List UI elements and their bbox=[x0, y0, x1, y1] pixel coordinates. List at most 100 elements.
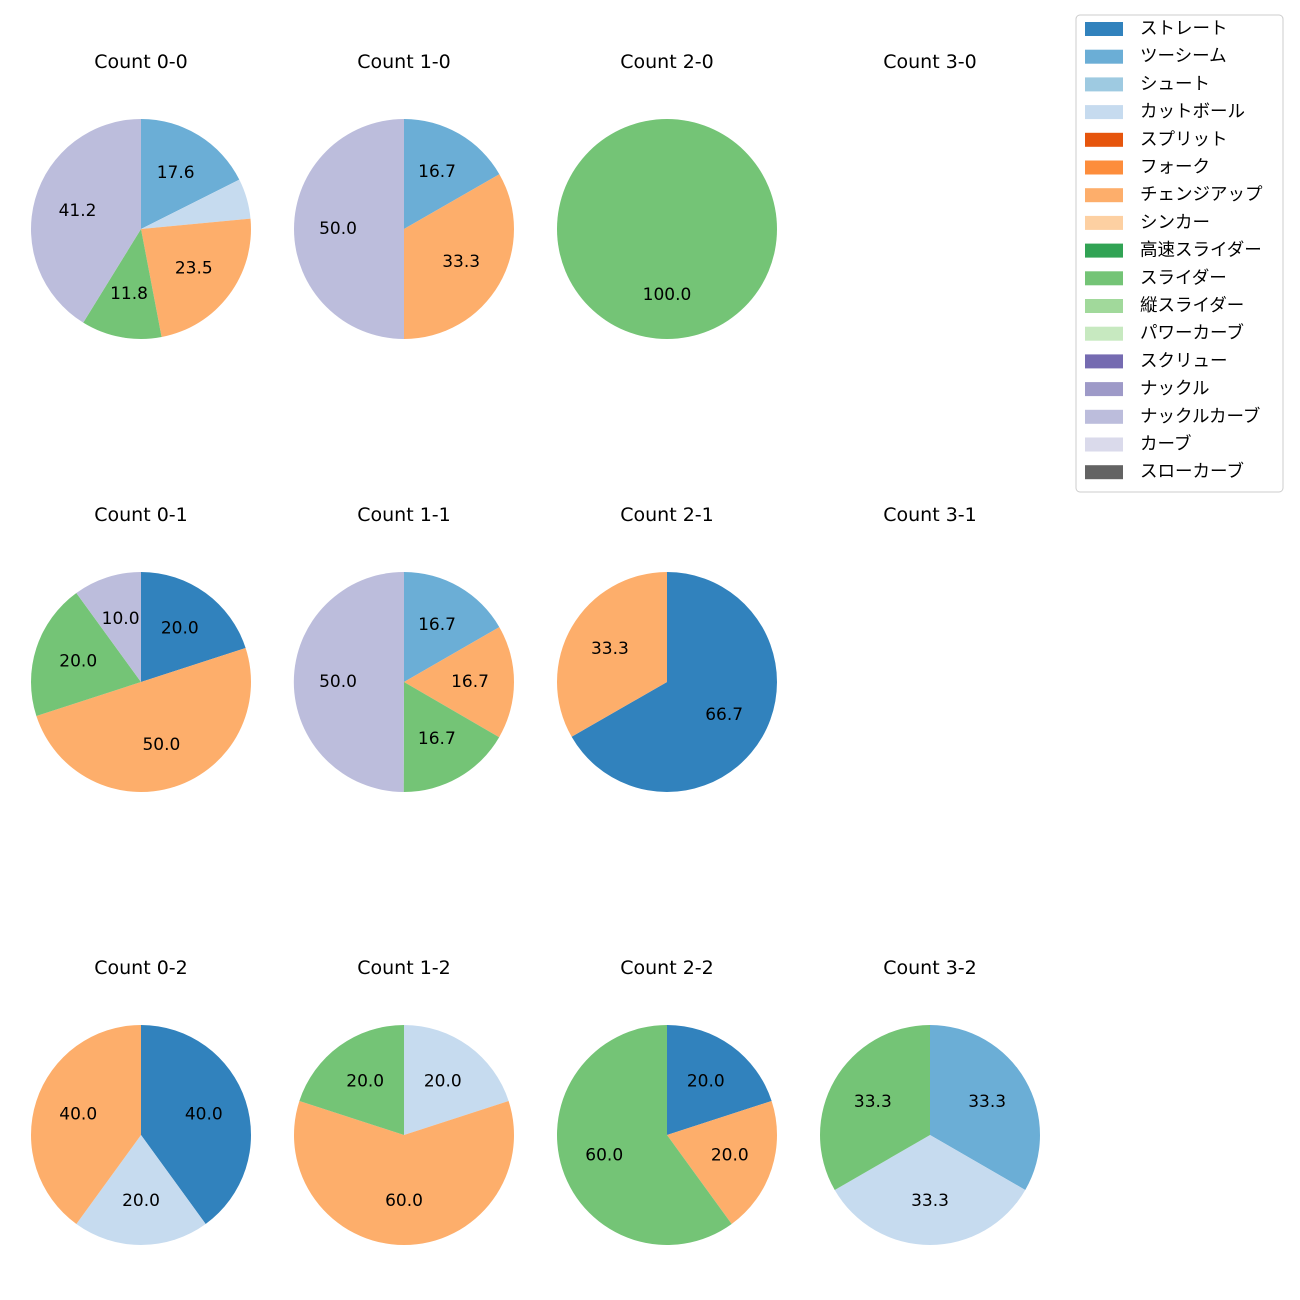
pie-slice bbox=[667, 1025, 772, 1135]
slice-label: 41.2 bbox=[59, 201, 97, 221]
slice-label: 16.7 bbox=[418, 615, 456, 635]
legend-swatch bbox=[1085, 326, 1123, 341]
slice-label: 10.0 bbox=[102, 609, 140, 629]
legend-label: スライダー bbox=[1140, 268, 1227, 288]
legend-swatch bbox=[1085, 22, 1123, 36]
legend-item: スクリュー bbox=[1085, 351, 1228, 371]
slice-label: 20.0 bbox=[161, 619, 199, 639]
pie-12: Count 3-2 33.3 33.3 33.3 bbox=[820, 957, 1040, 1245]
pie-10: Count 1-2 20.0 60.0 20.0 bbox=[293, 957, 514, 1245]
slice-label: 33.3 bbox=[968, 1092, 1006, 1112]
legend-swatch bbox=[1085, 409, 1123, 424]
legend-swatch bbox=[1085, 188, 1123, 203]
slice-label: 100.0 bbox=[643, 285, 692, 305]
legend-item: ツーシーム bbox=[1085, 47, 1227, 67]
pie-slice bbox=[83, 229, 162, 339]
legend-label: チェンジアップ bbox=[1140, 185, 1263, 205]
slice-label: 33.3 bbox=[854, 1092, 892, 1112]
pie-title: Count 0-1 bbox=[94, 504, 188, 526]
legend-label: カーブ bbox=[1140, 434, 1191, 455]
slice-label: 50.0 bbox=[319, 672, 357, 692]
pie-slice bbox=[930, 1025, 1040, 1190]
legend-frame bbox=[1075, 14, 1284, 493]
legend-item: カーブ bbox=[1085, 434, 1191, 455]
slice-label: 17.6 bbox=[157, 163, 195, 183]
pie-slice bbox=[557, 119, 777, 339]
pie-slice bbox=[76, 1135, 206, 1246]
legend-label: スローカーブ bbox=[1140, 461, 1244, 482]
legend-item: ストレート bbox=[1085, 19, 1228, 39]
pie-title: Count 1-1 bbox=[357, 504, 451, 526]
legend-label: ナックル bbox=[1140, 379, 1209, 399]
legend-swatch bbox=[1085, 299, 1123, 313]
pie-slice bbox=[141, 179, 251, 229]
legend-swatch bbox=[1085, 105, 1123, 120]
pie-slice bbox=[667, 1101, 778, 1224]
pie-9: Count 0-2 40.0 20.0 40.0 bbox=[30, 957, 252, 1246]
slice-label: 33.3 bbox=[591, 639, 629, 659]
legend-item: スローカーブ bbox=[1085, 461, 1244, 482]
slice-label: 16.7 bbox=[418, 729, 456, 749]
legend-swatch bbox=[1085, 160, 1123, 175]
legend-swatch bbox=[1085, 382, 1123, 397]
slice-label: 40.0 bbox=[185, 1105, 223, 1125]
pie-7: Count 2-1 66.7 33.3 bbox=[556, 504, 777, 792]
legend-item: 縦スライダー bbox=[1085, 296, 1244, 316]
legend-label: カットボール bbox=[1140, 102, 1245, 122]
legend-swatch bbox=[1085, 215, 1123, 230]
pie-2: Count 1-0 16.7 33.3 50.0 bbox=[294, 51, 515, 339]
pie-slice bbox=[557, 1025, 732, 1245]
slice-label: 50.0 bbox=[319, 219, 357, 239]
pies-layer: Count 0-0 17.6 23.5 11.8 41.2 Count 1-0 16.7 33… bbox=[30, 51, 1040, 1246]
legend-swatch bbox=[1085, 437, 1123, 452]
slice-label: 20.0 bbox=[59, 652, 97, 672]
slice-label: 20.0 bbox=[711, 1145, 749, 1165]
pie-title: Count 2-0 bbox=[620, 51, 714, 73]
pie-5: Count 0-1 20.0 50.0 20.0 10.0 bbox=[30, 504, 252, 793]
legend-swatch bbox=[1085, 243, 1123, 258]
legend-item: フォーク bbox=[1085, 158, 1210, 178]
legend-label: 高速スライダー bbox=[1140, 241, 1262, 261]
pie-title: Count 2-2 bbox=[620, 957, 714, 979]
legend-item: ナックルカーブ bbox=[1085, 406, 1260, 427]
pie-title: Count 0-0 bbox=[94, 51, 188, 73]
slice-label: 16.7 bbox=[451, 672, 489, 692]
pie-slice bbox=[293, 571, 404, 792]
pie-title: Count 3-0 bbox=[883, 51, 977, 73]
legend-label: シンカー bbox=[1140, 213, 1210, 233]
pie-slice bbox=[404, 1025, 509, 1135]
legend-item: シンカー bbox=[1085, 213, 1210, 233]
slice-label: 20.0 bbox=[346, 1072, 384, 1092]
legend: ストレートツーシームシュートカットボールスプリットフォークチェンジアップシンカー… bbox=[1075, 14, 1284, 493]
pie-slice bbox=[293, 1101, 514, 1245]
legend-swatch bbox=[1085, 354, 1123, 369]
pie-slice bbox=[571, 572, 777, 792]
pie-slice bbox=[403, 682, 500, 793]
slice-label: 11.8 bbox=[110, 284, 148, 304]
legend-label: ストレート bbox=[1140, 19, 1228, 39]
slice-label: 23.5 bbox=[175, 259, 213, 279]
pie-11: Count 2-2 20.0 20.0 60.0 bbox=[557, 957, 778, 1245]
pie-title: Count 2-1 bbox=[620, 504, 714, 526]
slice-label: 60.0 bbox=[385, 1191, 423, 1211]
legend-swatch bbox=[1085, 49, 1123, 64]
legend-item: スライダー bbox=[1085, 268, 1227, 288]
legend-label: フォーク bbox=[1140, 158, 1210, 178]
pie-slice bbox=[141, 1025, 252, 1224]
slice-label: 20.0 bbox=[424, 1072, 462, 1092]
slice-label: 40.0 bbox=[59, 1105, 97, 1125]
legend-label: 縦スライダー bbox=[1140, 296, 1244, 316]
legend-item: チェンジアップ bbox=[1085, 185, 1263, 205]
legend-swatch bbox=[1085, 465, 1123, 480]
pie-title: Count 0-2 bbox=[94, 957, 188, 979]
pie-8: Count 3-1 bbox=[883, 504, 977, 526]
pie-title: Count 3-2 bbox=[883, 957, 977, 979]
legend-item: ナックル bbox=[1085, 379, 1209, 399]
pie-slice bbox=[404, 572, 500, 682]
pie-slice bbox=[141, 572, 246, 682]
pie-slice bbox=[30, 118, 141, 323]
pie-slice bbox=[141, 218, 251, 338]
pie-slice bbox=[299, 1025, 404, 1135]
pie-slice bbox=[76, 572, 141, 682]
pie-title: Count 3-1 bbox=[883, 504, 977, 526]
